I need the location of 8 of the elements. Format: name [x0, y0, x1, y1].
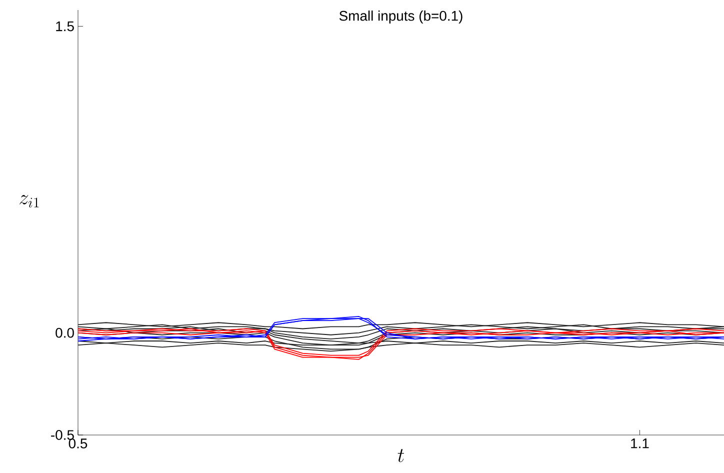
x-tick-label: 1.1	[631, 438, 649, 448]
y-tick-label: -0.5	[51, 430, 74, 440]
x-tick-label: 0.5	[68, 438, 88, 448]
x-axis-title: $t$	[398, 449, 404, 462]
y-tick-label: 1.5	[56, 21, 74, 32]
y-axis-title: $z_{i1}$	[20, 195, 39, 208]
chart-title: Small inputs (b=0.1)	[339, 10, 462, 24]
y-tick-label: 0.0	[56, 328, 74, 338]
